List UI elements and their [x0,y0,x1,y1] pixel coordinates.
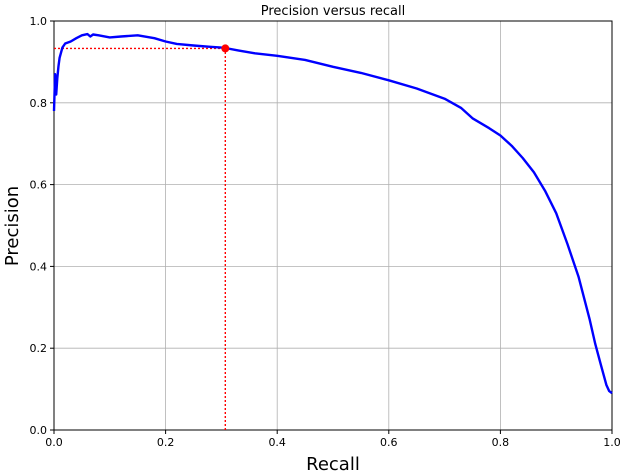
y-tick-label: 1.0 [30,15,48,28]
x-tick-label: 0.0 [45,436,63,449]
x-tick-label: 0.6 [380,436,398,449]
x-tick-label: 0.2 [157,436,175,449]
x-axis-ticks: 0.0 0.2 0.4 0.6 0.8 1.0 [45,430,621,449]
y-tick-label: 0.4 [30,260,48,273]
threshold-markers [54,47,227,430]
y-axis-ticks: 0.0 0.2 0.4 0.6 0.8 1.0 [30,15,54,437]
chart-title: Precision versus recall [261,4,406,19]
plot-frame [53,20,613,431]
y-tick-label: 0.6 [30,179,48,192]
threshold-point [221,44,230,53]
x-tick-label: 1.0 [603,436,621,449]
y-tick-label: 0.8 [30,97,48,110]
x-tick-label: 0.8 [492,436,510,449]
x-axis-label: Recall [306,454,360,475]
y-tick-label: 0.2 [30,342,48,355]
grid [53,20,613,431]
x-tick-label: 0.4 [268,436,286,449]
y-axis-label: Precision [2,186,23,266]
precision-recall-curve [52,32,613,395]
y-tick-label: 0.0 [30,424,48,437]
